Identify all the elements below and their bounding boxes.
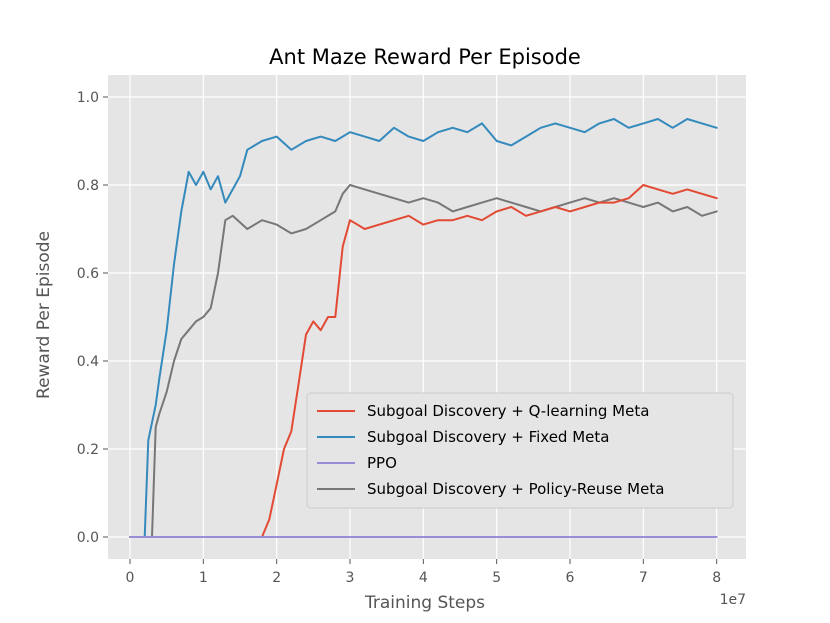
x-tick-label: 6	[566, 570, 575, 586]
y-tick-label: 0.8	[77, 178, 99, 194]
legend-label: Subgoal Discovery + Q-learning Meta	[367, 402, 649, 420]
x-tick-label: 3	[346, 570, 355, 586]
y-tick-label: 0.2	[77, 442, 99, 458]
x-tick-label: 8	[712, 570, 721, 586]
legend-label: Subgoal Discovery + Fixed Meta	[367, 428, 609, 446]
y-tick-label: 0.6	[77, 266, 99, 282]
axis-ticks: 0 1 2 3 4 5 6 7 8 0.0 0.2 0.4 0.6 0.8 1.0	[77, 90, 721, 586]
y-tick-label: 1.0	[77, 90, 99, 106]
x-tick-label: 2	[272, 570, 281, 586]
chart-title: Ant Maze Reward Per Episode	[269, 45, 581, 69]
series-line	[129, 184, 718, 538]
x-tick-label: 5	[492, 570, 501, 586]
x-axis-label: Training Steps	[364, 593, 485, 613]
series-line	[129, 118, 718, 538]
legend: Subgoal Discovery + Q-learning Meta Subgo…	[306, 392, 734, 509]
y-tick-label: 0.4	[77, 354, 99, 370]
y-tick-label: 0.0	[77, 530, 99, 546]
x-tick-label: 4	[419, 570, 428, 586]
legend-frame	[306, 392, 734, 509]
x-tick-label: 0	[126, 570, 135, 586]
x-tick-label: 7	[639, 570, 648, 586]
series-lines	[129, 118, 718, 538]
x-axis-scale-label: 1e7	[720, 592, 746, 608]
legend-label: Subgoal Discovery + Policy-Reuse Meta	[367, 480, 664, 498]
legend-label: PPO	[367, 454, 397, 472]
x-tick-label: 1	[199, 570, 208, 586]
y-axis-label: Reward Per Episode	[34, 231, 54, 399]
